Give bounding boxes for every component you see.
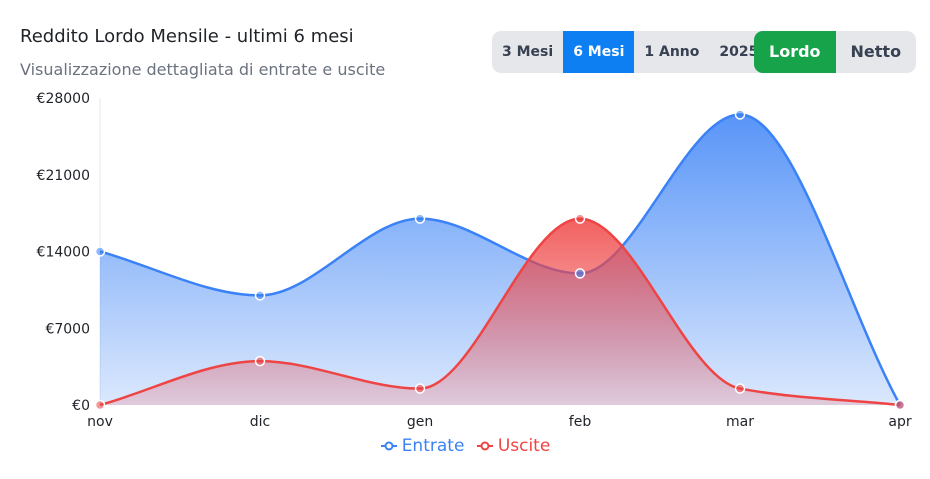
legend-entrate-label: Entrate bbox=[401, 436, 465, 456]
legend-item-uscite[interactable]: Uscite bbox=[476, 436, 551, 456]
x-tick-label: nov bbox=[87, 414, 113, 430]
data-point-uscite[interactable] bbox=[94, 399, 106, 411]
x-tick-label: feb bbox=[569, 414, 592, 430]
legend-uscite-label: Uscite bbox=[497, 436, 551, 456]
x-tick-label: apr bbox=[888, 414, 911, 430]
x-tick-label: dic bbox=[250, 414, 270, 430]
data-point-uscite[interactable] bbox=[574, 213, 586, 224]
area-fill-entrate bbox=[100, 114, 900, 405]
data-point-uscite[interactable] bbox=[894, 399, 906, 411]
range-selector: 3 Mesi 6 Mesi 1 Anno 2025 bbox=[492, 31, 769, 73]
y-tick-label: €7000 bbox=[45, 321, 90, 337]
y-tick-label: €0 bbox=[72, 398, 90, 414]
y-tick-label: €28000 bbox=[37, 91, 90, 107]
x-tick-label: mar bbox=[726, 414, 754, 430]
data-point-uscite[interactable] bbox=[254, 355, 266, 367]
range-3-months-button[interactable]: 3 Mesi bbox=[502, 44, 554, 60]
chart-subtitle: Visualizzazione dettagliata di entrate e… bbox=[20, 60, 386, 79]
range-1-year-button[interactable]: 1 Anno bbox=[644, 44, 700, 60]
mode-lordo-button[interactable]: Lordo bbox=[754, 31, 836, 73]
y-tick-label: €21000 bbox=[37, 168, 90, 184]
mode-netto-button[interactable]: Netto bbox=[850, 42, 902, 61]
data-point-uscite[interactable] bbox=[734, 383, 746, 394]
x-tick-label: gen bbox=[407, 414, 433, 430]
data-point-entrate[interactable] bbox=[574, 268, 586, 279]
legend-item-entrate[interactable]: Entrate bbox=[380, 436, 465, 456]
legend: Entrate Uscite bbox=[0, 436, 930, 456]
legend-entrate-marker-icon bbox=[380, 441, 397, 451]
data-point-entrate[interactable] bbox=[414, 213, 426, 224]
data-point-entrate[interactable] bbox=[94, 246, 106, 257]
range-6-months-button[interactable]: 6 Mesi bbox=[563, 31, 635, 73]
mode-selector: Lordo Netto bbox=[754, 31, 917, 73]
data-point-entrate[interactable] bbox=[254, 290, 266, 301]
data-point-entrate[interactable] bbox=[734, 109, 746, 120]
range-year-2025-button[interactable]: 2025 bbox=[719, 44, 759, 60]
data-point-uscite[interactable] bbox=[414, 383, 426, 394]
legend-uscite-marker-icon bbox=[476, 441, 493, 451]
chart-title: Reddito Lordo Mensile - ultimi 6 mesi bbox=[20, 26, 354, 47]
y-tick-label: €14000 bbox=[37, 245, 90, 261]
